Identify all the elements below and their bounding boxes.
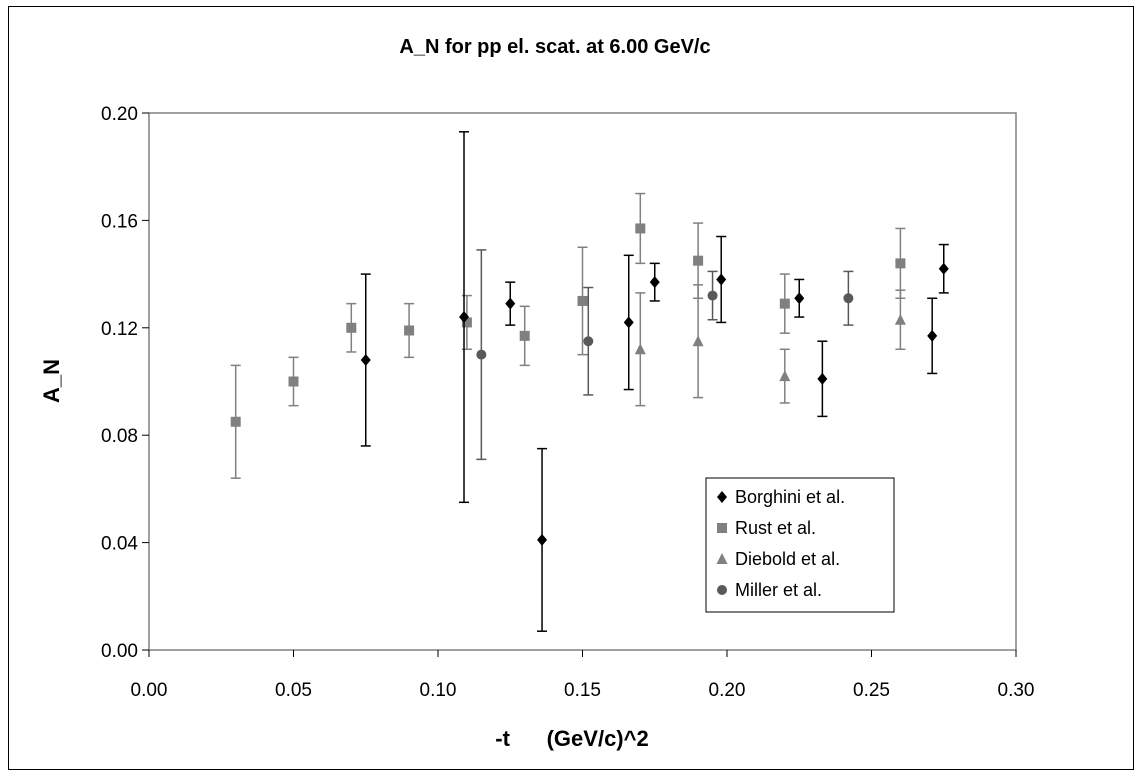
data-point xyxy=(230,416,241,427)
legend-box xyxy=(705,477,895,613)
x-axis-title: -t (GeV/c)^2 xyxy=(495,726,648,751)
series-layer xyxy=(230,131,949,632)
data-point xyxy=(634,343,646,355)
series-borghini xyxy=(360,131,949,632)
data-point xyxy=(519,330,530,341)
x-tick-label: 0.15 xyxy=(564,680,601,701)
data-point xyxy=(779,298,790,309)
data-point xyxy=(583,336,594,347)
data-point xyxy=(794,292,805,305)
data-point xyxy=(894,313,906,325)
y-tick-label: 0.16 xyxy=(101,211,138,232)
x-axis: 0.00 0.05 0.10 0.15 0.20 0.25 0.30 xyxy=(131,650,1035,701)
y-tick-label: 0.04 xyxy=(101,534,138,555)
legend-marker xyxy=(717,491,727,503)
legend-label: Borghini et al. xyxy=(735,487,845,507)
data-point xyxy=(693,255,704,266)
data-point xyxy=(346,322,357,333)
y-tick-label: 0.12 xyxy=(101,319,138,340)
data-point xyxy=(459,311,470,324)
data-point xyxy=(779,370,791,382)
y-tick-label: 0.08 xyxy=(101,426,138,447)
legend-marker xyxy=(716,553,728,564)
data-point xyxy=(843,293,854,304)
chart-title: A_N for pp el. scat. at 6.00 GeV/c xyxy=(399,36,710,58)
y-tick-label: 0.20 xyxy=(101,104,138,125)
data-point xyxy=(692,335,704,347)
x-tick-label: 0.20 xyxy=(709,680,746,701)
series-rust xyxy=(230,192,906,479)
data-point xyxy=(938,262,949,275)
data-point xyxy=(476,349,487,360)
y-axis: 0.00 0.04 0.08 0.12 0.16 0.20 xyxy=(101,104,149,662)
series-miller xyxy=(476,249,854,461)
data-point xyxy=(577,295,588,306)
legend-label: Miller et al. xyxy=(735,580,822,600)
data-point xyxy=(817,372,828,385)
x-tick-label: 0.10 xyxy=(420,680,457,701)
data-point xyxy=(895,258,906,269)
y-axis-title: A_N xyxy=(39,359,64,403)
data-point xyxy=(649,276,660,289)
legend-label: Rust et al. xyxy=(735,518,816,538)
x-tick-label: 0.30 xyxy=(998,680,1035,701)
data-point xyxy=(716,273,727,286)
data-point xyxy=(404,325,415,336)
data-point xyxy=(461,317,472,328)
data-point xyxy=(288,376,299,387)
x-tick-label: 0.25 xyxy=(853,680,890,701)
x-tick-label: 0.05 xyxy=(275,680,312,701)
legend-marker xyxy=(717,585,727,595)
y-tick-label: 0.00 xyxy=(101,641,138,662)
data-point xyxy=(360,354,371,367)
data-point xyxy=(537,533,548,546)
data-point xyxy=(635,223,646,234)
x-tick-label: 0.00 xyxy=(131,680,168,701)
data-point xyxy=(707,290,718,301)
legend-marker xyxy=(717,523,727,533)
legend: Borghini et al. Rust et al. Diebold et al.… xyxy=(705,477,895,613)
legend-label: Diebold et al. xyxy=(735,549,840,569)
series-diebold xyxy=(634,284,906,407)
data-point xyxy=(623,316,634,329)
data-point xyxy=(927,329,938,342)
data-point xyxy=(505,297,516,310)
